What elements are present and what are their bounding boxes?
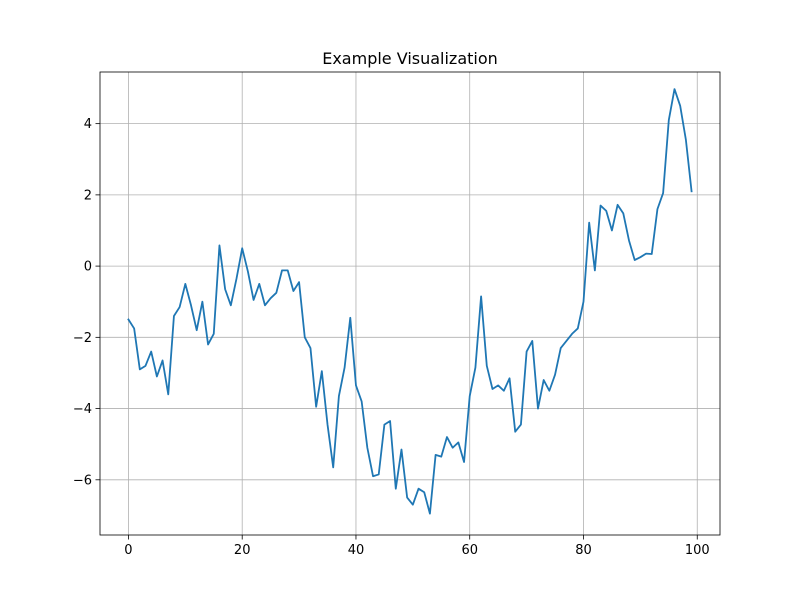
x-tick-label: 20 [234,543,251,558]
chart-title: Example Visualization [322,49,498,68]
y-tick-label: −6 [73,473,92,488]
y-tick-label: 2 [84,188,92,203]
x-tick-label: 60 [461,543,478,558]
series-layer [127,88,693,515]
x-tick-label: 100 [685,543,710,558]
grid [100,72,720,535]
axes-frame [99,71,721,536]
series-line [127,88,693,515]
y-tick-label: −2 [73,331,92,346]
x-tick-label: 0 [124,543,132,558]
x-tick-label: 40 [348,543,365,558]
y-tick-label: −4 [73,402,92,417]
y-tick-label: 4 [84,117,92,132]
x-tick-label: 80 [575,543,592,558]
y-tick-label: 0 [84,260,92,275]
ticks: 0 20 40 60 80 100 −6 −4 −2 0 2 4 [73,117,710,558]
